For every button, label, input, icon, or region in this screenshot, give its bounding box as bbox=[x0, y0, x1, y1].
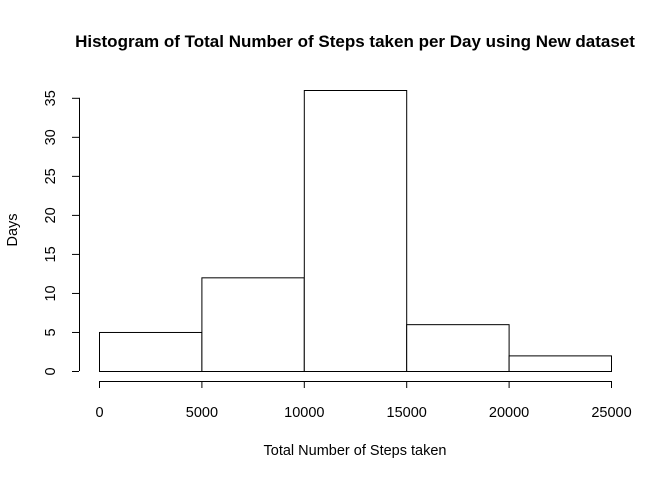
y-tick-label: 10 bbox=[43, 285, 59, 301]
x-axis-label: Total Number of Steps taken bbox=[264, 443, 447, 459]
y-tick-label: 35 bbox=[43, 90, 59, 106]
x-tick-label: 0 bbox=[95, 405, 103, 421]
x-tick-label: 15000 bbox=[387, 405, 427, 421]
y-tick-label: 25 bbox=[43, 168, 59, 184]
y-axis: 0 5 10 15 20 25 30 35 bbox=[43, 90, 80, 376]
histogram-bar bbox=[303, 90, 408, 372]
chart-title: Histogram of Total Number of Steps taken… bbox=[75, 32, 635, 51]
x-tick-label: 20000 bbox=[489, 405, 529, 421]
y-tick-label: 0 bbox=[43, 367, 59, 375]
histogram-bar bbox=[99, 331, 203, 373]
y-tick-label: 30 bbox=[43, 129, 59, 145]
y-tick-label: 5 bbox=[43, 328, 59, 336]
histogram-bar bbox=[406, 324, 510, 372]
y-tick-label: 20 bbox=[43, 207, 59, 223]
y-axis-label: Days bbox=[5, 213, 21, 246]
x-tick-label: 10000 bbox=[284, 405, 324, 421]
x-tick-label: 5000 bbox=[186, 405, 218, 421]
x-axis: 0 5000 10000 15000 20000 25000 bbox=[95, 381, 632, 421]
histogram-bar bbox=[508, 355, 613, 372]
histogram-bar bbox=[201, 277, 305, 373]
y-tick-label: 15 bbox=[43, 246, 59, 262]
x-tick-label: 25000 bbox=[591, 405, 631, 421]
histogram-bars bbox=[99, 90, 613, 373]
